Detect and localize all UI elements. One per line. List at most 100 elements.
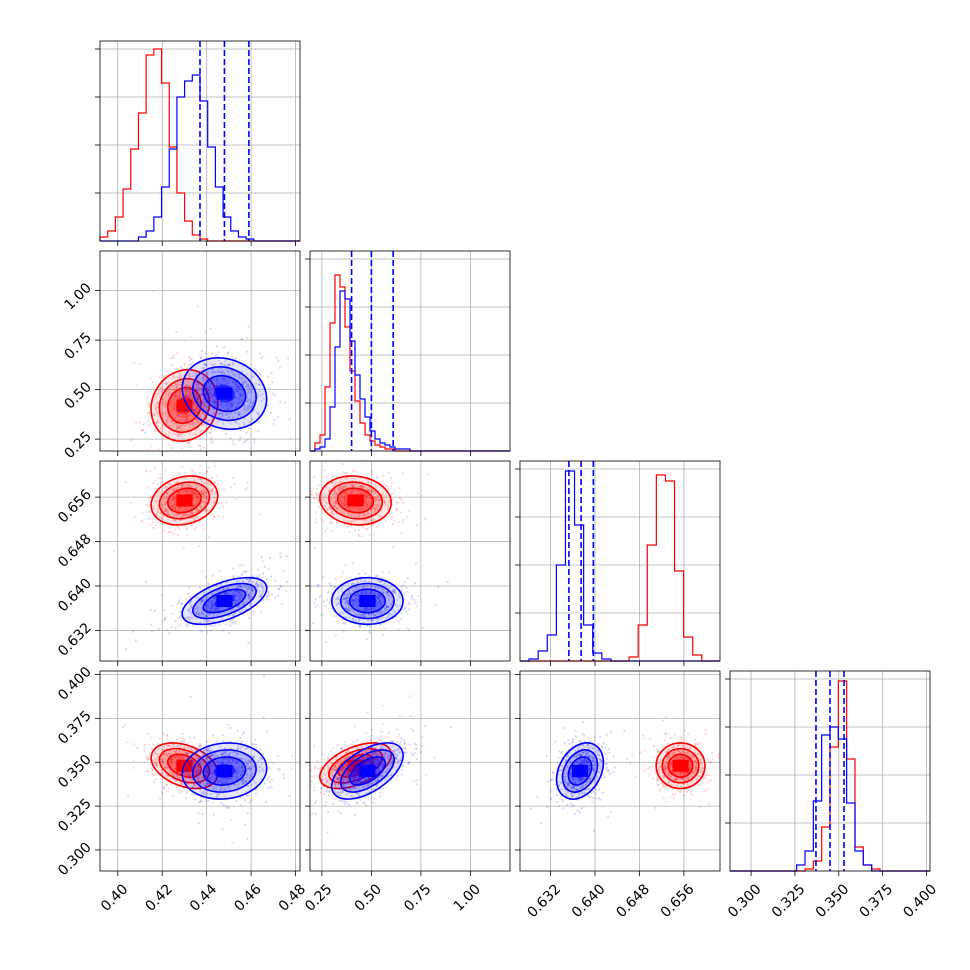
scatter-point [149, 417, 152, 420]
scatter-point [353, 603, 356, 606]
scatter-point [213, 516, 216, 519]
scatter-point [370, 607, 373, 610]
scatter-point [219, 362, 222, 365]
scatter-point [229, 762, 232, 765]
scatter-point [218, 383, 221, 386]
scatter-point [210, 428, 213, 431]
scatter-point [212, 787, 215, 791]
scatter-point [196, 305, 199, 308]
scatter-point [191, 494, 195, 497]
scatter-point [346, 477, 349, 480]
scatter-point [222, 515, 225, 519]
scatter-point [365, 494, 368, 497]
scatter-point [190, 605, 193, 608]
scatter-point [219, 788, 222, 791]
scatter-point [195, 495, 198, 498]
scatter-point [201, 412, 204, 415]
scatter-point [354, 594, 357, 597]
scatter-point [155, 759, 158, 762]
scatter-point [248, 597, 251, 600]
scatter-point [190, 396, 193, 399]
scatter-point [174, 496, 177, 499]
scatter-point [291, 638, 293, 640]
scatter-point [212, 734, 215, 737]
scatter-point [367, 505, 370, 508]
scatter-point [187, 401, 190, 404]
scatter-point [188, 397, 191, 400]
scatter-point [156, 419, 159, 422]
scatter-point [188, 375, 191, 378]
scatter-point [380, 602, 383, 605]
scatter-point [192, 783, 195, 787]
scatter-point [191, 524, 194, 527]
scatter-point [189, 391, 192, 394]
scatter-point [415, 562, 418, 565]
scatter-point [184, 491, 188, 494]
scatter-point [189, 336, 192, 339]
scatter-point [236, 386, 239, 389]
scatter-point [175, 780, 178, 783]
scatter-point [212, 452, 214, 454]
scatter-point [238, 412, 241, 415]
scatter-point [262, 590, 265, 593]
scatter-point [238, 413, 241, 416]
scatter-point [191, 397, 194, 400]
scatter-point [279, 400, 282, 404]
scatter-point [169, 488, 172, 491]
scatter-point [364, 615, 367, 619]
scatter-point [209, 609, 212, 612]
scatter-point [187, 747, 190, 750]
scatter-point [336, 620, 340, 623]
scatter-point [197, 396, 200, 399]
scatter-point [213, 384, 216, 388]
scatter-point [178, 395, 181, 399]
scatter-point [340, 500, 343, 503]
scatter-point [235, 747, 239, 751]
scatter-point [205, 392, 208, 396]
scatter-point [205, 782, 208, 785]
scatter-point [369, 609, 372, 612]
scatter-point [156, 421, 159, 424]
scatter-point [340, 499, 343, 502]
scatter-point [173, 385, 176, 388]
scatter-point [195, 502, 198, 505]
scatter-point [227, 632, 230, 635]
scatter-point [374, 608, 377, 611]
scatter-point [204, 761, 207, 764]
scatter-point [166, 744, 169, 748]
scatter-point [249, 578, 252, 581]
scatter-point [245, 591, 248, 594]
scatter-point [221, 370, 224, 373]
scatter-point [178, 599, 181, 602]
scatter-point [381, 633, 384, 637]
scatter-point [189, 748, 192, 751]
scatter-point [383, 498, 386, 501]
scatter-point [164, 508, 167, 511]
scatter-point [365, 506, 368, 509]
scatter-point [241, 778, 245, 781]
scatter-point [205, 604, 208, 608]
scatter-point [335, 615, 338, 618]
scatter-point [188, 602, 191, 605]
scatter-point [232, 362, 235, 365]
scatter-point [348, 530, 351, 534]
scatter-point [194, 516, 197, 519]
scatter-point [238, 400, 241, 403]
scatter-point [387, 500, 390, 503]
scatter-point [209, 439, 212, 442]
scatter-point [253, 441, 256, 444]
scatter-point [234, 421, 237, 424]
scatter-point [197, 779, 200, 782]
scatter-point [376, 580, 379, 583]
scatter-point [254, 781, 257, 785]
scatter-point [217, 761, 221, 764]
scatter-point [373, 629, 376, 632]
scatter-point [211, 387, 214, 390]
scatter-point [196, 386, 199, 389]
scatter-point [374, 603, 378, 606]
scatter-point [219, 380, 223, 383]
scatter-point [189, 445, 192, 449]
scatter-point [349, 520, 353, 523]
scatter-point [407, 601, 410, 605]
scatter-point [220, 761, 223, 764]
